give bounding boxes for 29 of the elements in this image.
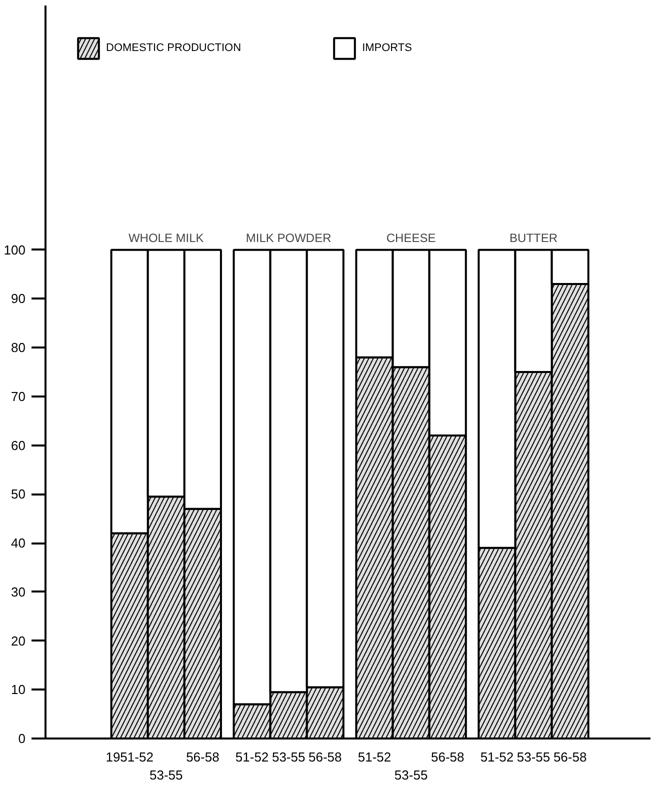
x-tick-label: 1951-52 [106, 750, 154, 764]
x-tick-label: 56-58 [186, 750, 220, 764]
annotation: MILK POWDER [246, 230, 332, 245]
annotation: BUTTER [510, 230, 558, 245]
x-tick-label: 53-55 [394, 768, 428, 782]
legend-label: DOMESTIC PRODUCTION [106, 42, 242, 54]
x-tick-label: 51-52 [235, 750, 269, 764]
y-tick-label: 40 [11, 536, 26, 551]
annotation: WHOLE MILK [128, 230, 204, 245]
y-tick-label: 70 [11, 388, 26, 404]
x-tick-label: 51-52 [480, 750, 514, 764]
legend-label: IMPORTS [362, 42, 412, 54]
x-tick-label: 53-55 [272, 750, 306, 764]
y-tick-label: 10 [11, 682, 26, 698]
annotation: CHEESE [386, 230, 436, 245]
x-tick-label: 53-55 [516, 750, 550, 764]
y-tick-label: 50 [11, 486, 26, 502]
y-tick-label: 0 [18, 731, 26, 746]
x-tick-label: 51-52 [358, 750, 392, 764]
x-tick-label: 56-58 [308, 750, 342, 764]
y-tick-label: 30 [11, 584, 26, 600]
x-tick-label: 56-58 [553, 750, 587, 764]
y-tick-label: 90 [11, 291, 26, 306]
x-tick-label: 56-58 [430, 750, 464, 764]
y-tick-label: 60 [11, 438, 26, 453]
y-tick-label: 80 [11, 340, 26, 356]
x-tick-label: 53-55 [150, 768, 183, 782]
y-tick-label: 20 [11, 633, 26, 648]
y-tick-label: 100 [4, 242, 26, 258]
